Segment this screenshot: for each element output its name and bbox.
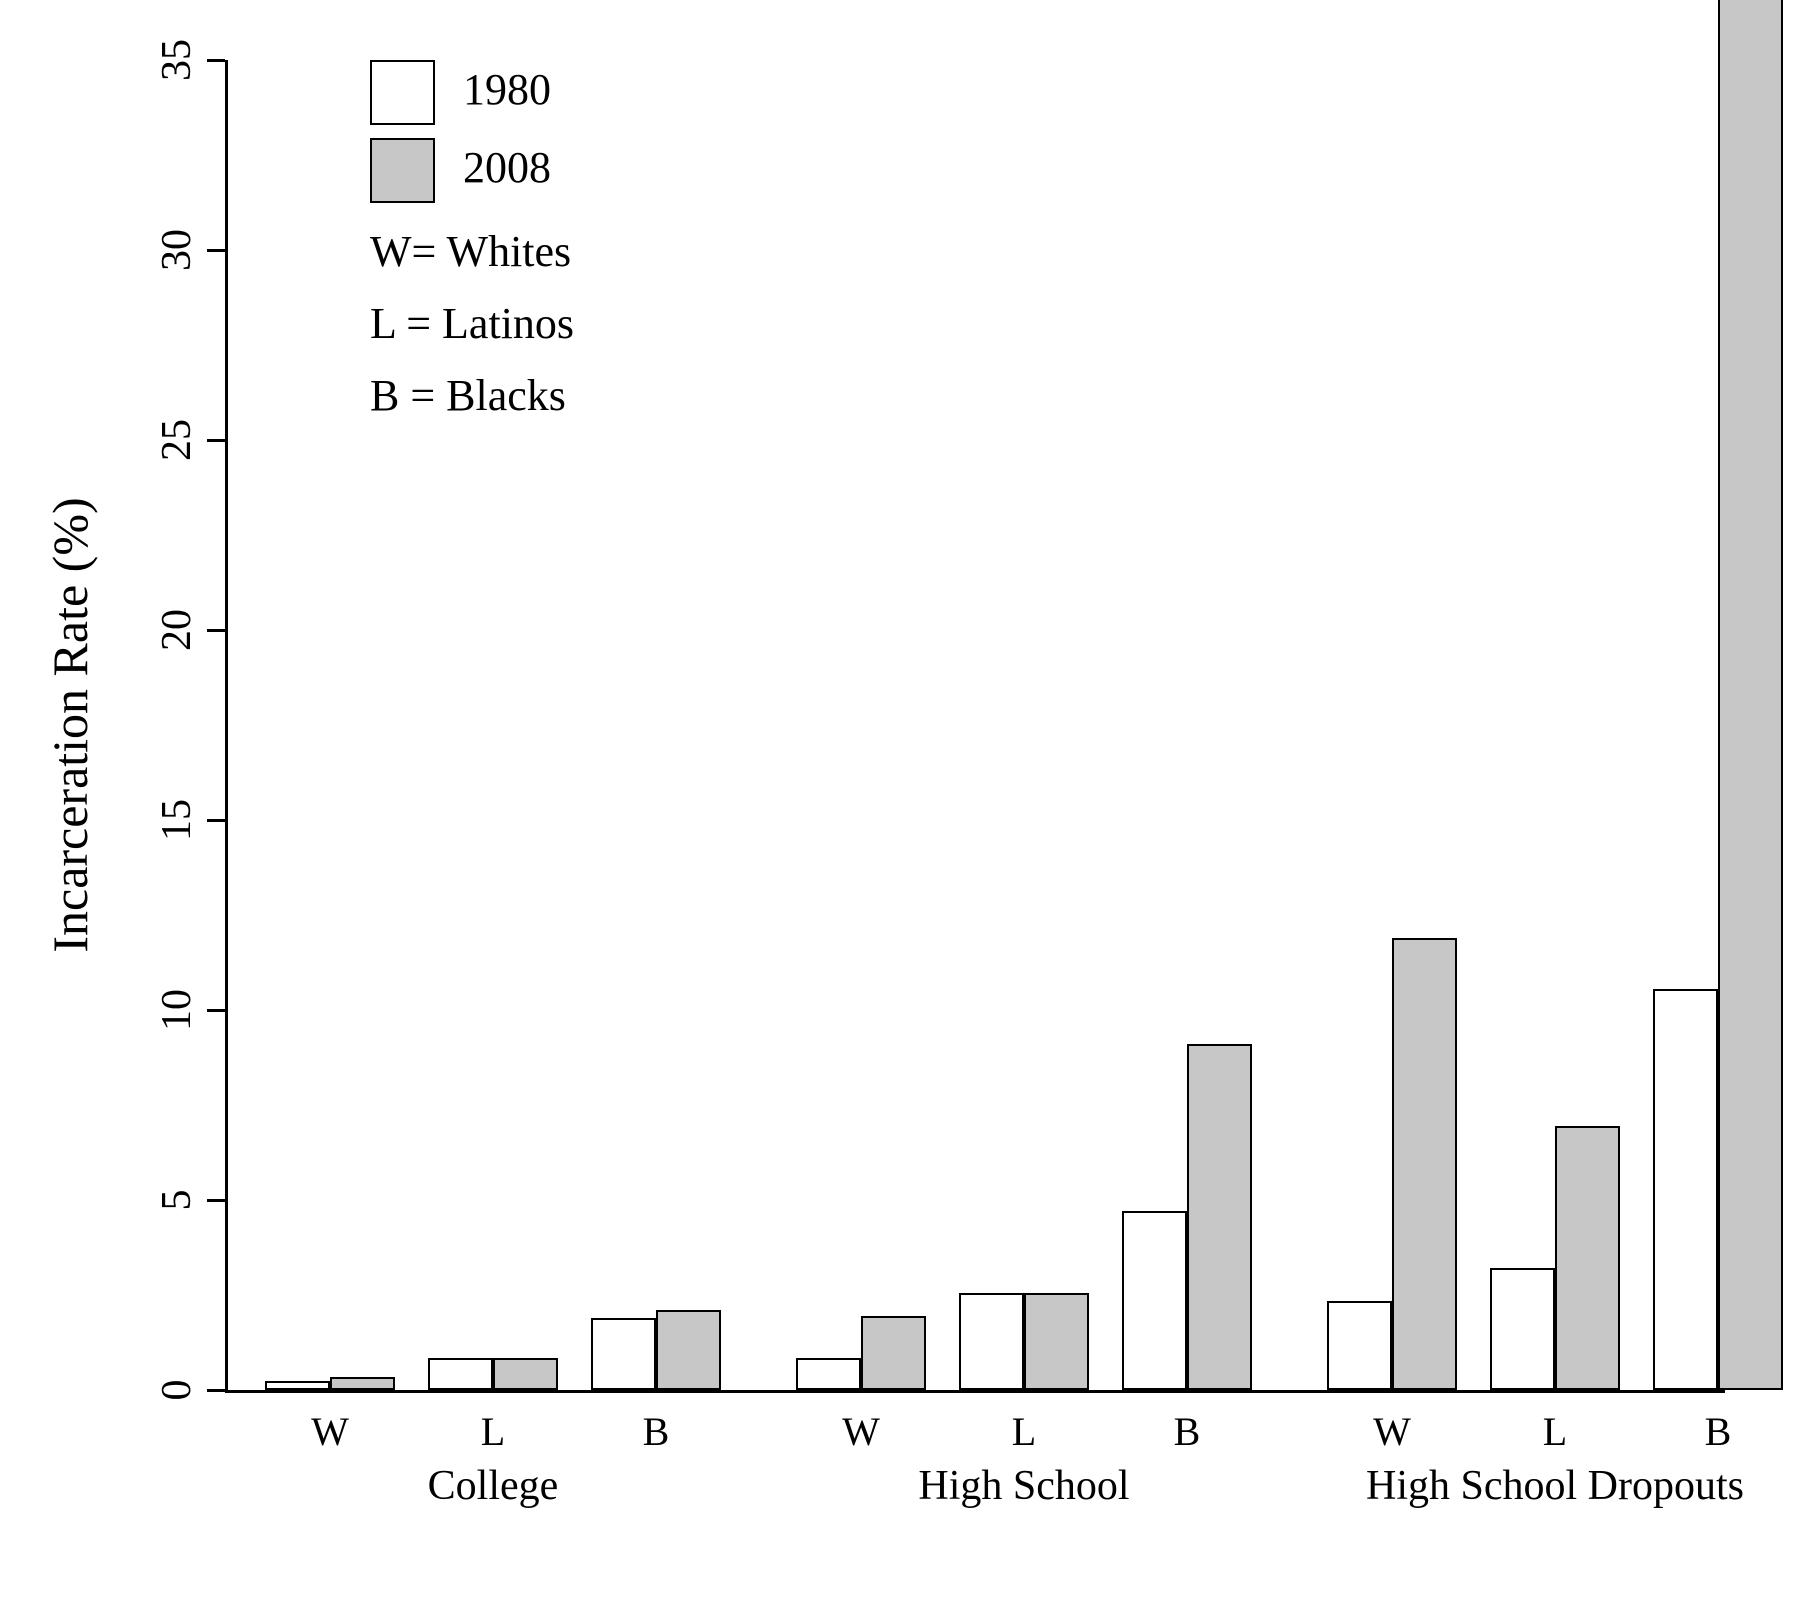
bar-1980 — [796, 1358, 861, 1390]
y-tick-label: 35 — [152, 20, 202, 100]
legend-key-line: B = Blacks — [370, 370, 566, 421]
x-letter-label: B — [626, 1408, 686, 1455]
y-tick-label: 15 — [152, 780, 202, 860]
legend: 1980 2008 W= Whites L = Latinos B = Blacks — [370, 60, 870, 560]
bar-2008 — [1187, 1044, 1252, 1390]
y-axis-title: Incarceration Rate (%) — [40, 375, 100, 1075]
x-group-label: College — [193, 1462, 793, 1510]
bar-2008 — [1392, 938, 1457, 1390]
legend-label: 1980 — [463, 64, 551, 115]
legend-swatch-2008 — [370, 138, 435, 203]
y-tick-label: 0 — [152, 1350, 202, 1430]
bar-1980 — [591, 1318, 656, 1390]
bar-1980 — [428, 1358, 493, 1390]
bar-2008 — [1555, 1126, 1620, 1390]
bar-2008 — [493, 1358, 558, 1390]
legend-swatch-1980 — [370, 60, 435, 125]
bar-1980 — [1490, 1268, 1555, 1390]
bar-2008 — [656, 1310, 721, 1390]
legend-label: 2008 — [463, 142, 551, 193]
incarceration-chart: Incarceration Rate (%) 1980 2008 W= Whites… — [0, 0, 1800, 1597]
x-letter-label: W — [831, 1408, 891, 1455]
legend-key-line: W= Whites — [370, 226, 571, 277]
y-tick-label: 25 — [152, 400, 202, 480]
bar-2008 — [861, 1316, 926, 1390]
bar-1980 — [959, 1293, 1024, 1390]
x-axis-line — [225, 1390, 1725, 1393]
bar-1980 — [1122, 1211, 1187, 1390]
y-tick — [207, 59, 225, 62]
y-tick-label: 20 — [152, 590, 202, 670]
x-letter-label: B — [1157, 1408, 1217, 1455]
y-tick — [207, 249, 225, 252]
y-tick — [207, 629, 225, 632]
y-tick — [207, 1009, 225, 1012]
x-group-label: High School Dropouts — [1255, 1462, 1800, 1510]
y-tick — [207, 1199, 225, 1202]
bar-1980 — [1327, 1301, 1392, 1390]
bar-2008 — [1718, 0, 1783, 1390]
y-tick-label: 30 — [152, 210, 202, 290]
bar-2008 — [1024, 1293, 1089, 1390]
x-group-label: High School — [724, 1462, 1324, 1510]
y-tick — [207, 1389, 225, 1392]
x-letter-label: B — [1688, 1408, 1748, 1455]
bar-2008 — [330, 1377, 395, 1390]
y-axis-line — [225, 60, 228, 1393]
bar-1980 — [1653, 989, 1718, 1390]
y-tick-label: 5 — [152, 1160, 202, 1240]
x-letter-label: W — [1362, 1408, 1422, 1455]
x-letter-label: L — [463, 1408, 523, 1455]
x-letter-label: L — [1525, 1408, 1585, 1455]
y-tick — [207, 819, 225, 822]
y-tick — [207, 439, 225, 442]
bar-1980 — [265, 1381, 330, 1391]
x-letter-label: L — [994, 1408, 1054, 1455]
legend-key-line: L = Latinos — [370, 298, 574, 349]
y-tick-label: 10 — [152, 970, 202, 1050]
x-letter-label: W — [300, 1408, 360, 1455]
